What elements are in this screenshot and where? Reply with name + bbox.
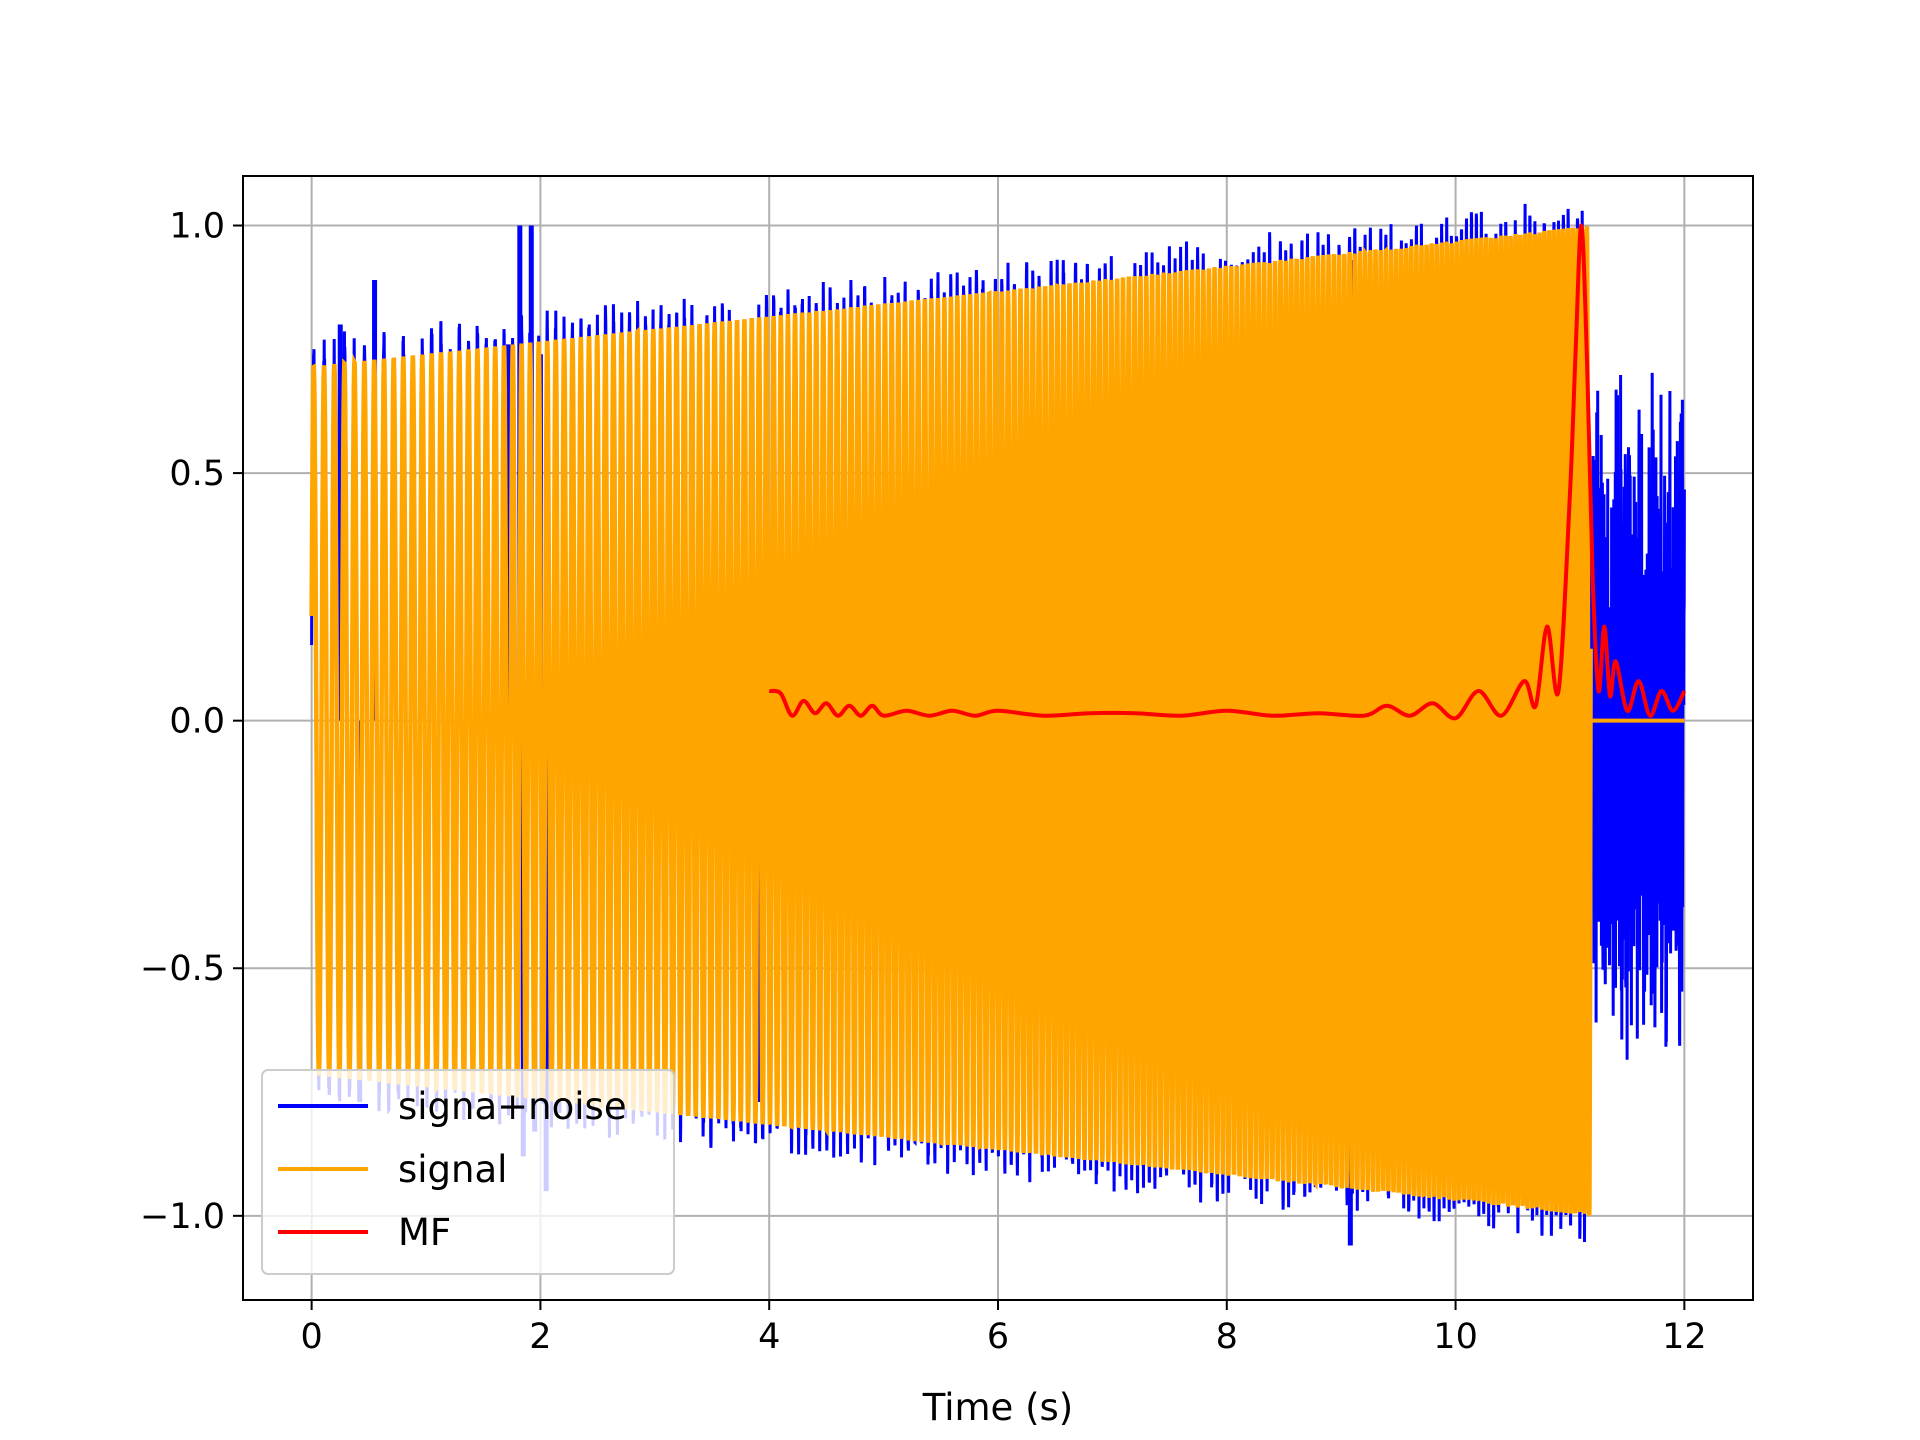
x-tick-label-2: 4	[758, 1317, 780, 1357]
series-layer	[309, 203, 1687, 1246]
series-line-mf	[768, 223, 1687, 721]
x-tick-label-6: 12	[1662, 1317, 1707, 1357]
series-line-signal	[309, 226, 1593, 1216]
y-tick-label-2: 0.0	[169, 702, 225, 742]
legend-label-0: signa+noise	[398, 1085, 627, 1128]
legend-box	[261, 1069, 675, 1275]
x-tick-label-5: 10	[1433, 1317, 1478, 1357]
y-tick-label-1: −0.5	[140, 949, 225, 989]
ticks: 0 2 4 6 8 10 12 −1.0 −0.5 0.0 0.5 1.0	[140, 207, 1707, 1357]
legend: signa+noise signal MF	[261, 1069, 675, 1275]
y-tick-label-0: −1.0	[140, 1197, 225, 1237]
x-tick-label-1: 2	[529, 1317, 551, 1357]
x-tick-label-0: 0	[300, 1317, 322, 1357]
legend-label-1: signal	[398, 1148, 507, 1191]
legend-label-2: MF	[398, 1211, 451, 1254]
x-tick-label-4: 8	[1216, 1317, 1238, 1357]
y-tick-label-4: 1.0	[169, 207, 225, 247]
y-tick-label-3: 0.5	[169, 454, 225, 494]
x-tick-label-3: 6	[987, 1317, 1009, 1357]
x-axis-label: Time (s)	[922, 1386, 1073, 1429]
